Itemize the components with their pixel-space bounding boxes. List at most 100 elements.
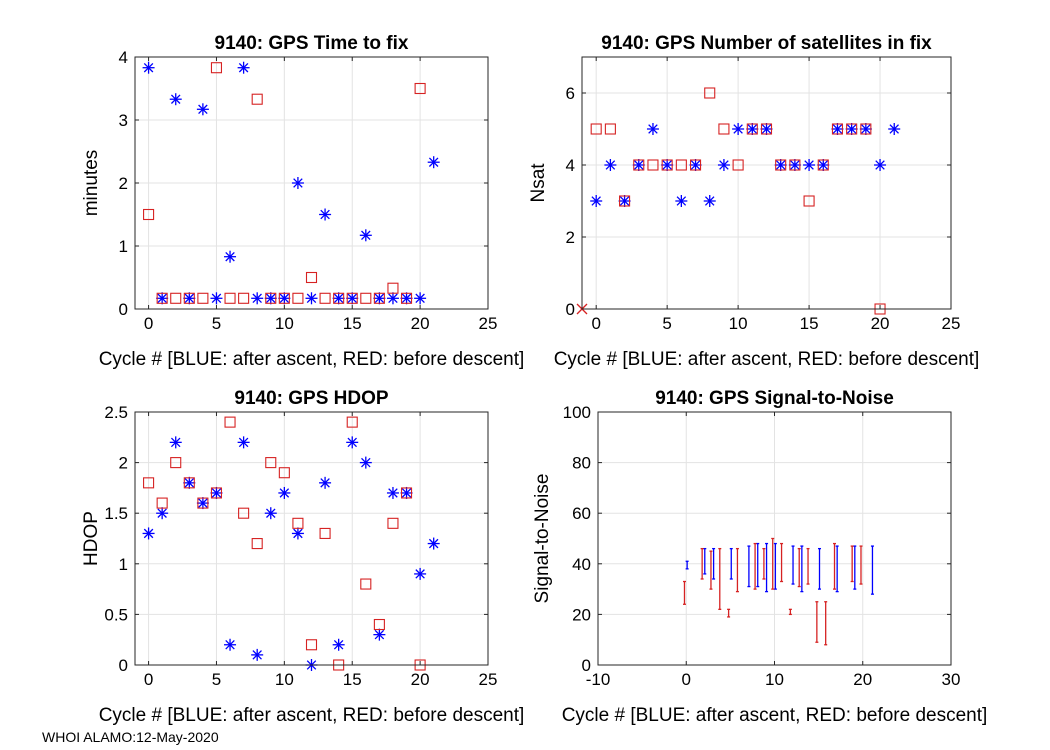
square-marker (373, 292, 385, 304)
asterisk-marker (332, 292, 345, 305)
errorbar-before-descent (859, 545, 863, 585)
square-marker (333, 292, 345, 304)
x-tick-label: 30 (942, 670, 961, 689)
asterisk-marker (156, 292, 169, 305)
square-marker (278, 467, 290, 479)
square-marker (170, 292, 182, 304)
errorbar-before-descent (815, 601, 819, 643)
chart-title: 9140: GPS Signal-to-Noise (655, 388, 894, 409)
asterisk-marker (618, 195, 631, 207)
square-marker (732, 159, 744, 171)
errorbar-after-ascent (765, 542, 769, 593)
square-marker (860, 123, 872, 135)
asterisk-marker (169, 436, 182, 449)
asterisk-marker (661, 159, 674, 171)
asterisk-marker (278, 292, 291, 305)
errorbar-before-descent (824, 601, 828, 646)
asterisk-marker (703, 195, 716, 207)
asterisk-marker (874, 159, 887, 171)
square-marker (604, 123, 616, 135)
asterisk-marker (386, 292, 399, 305)
asterisk-marker (400, 486, 413, 499)
square-marker (278, 292, 290, 304)
asterisk-marker (237, 436, 250, 449)
errorbar-before-descent (700, 547, 704, 580)
square-marker (251, 538, 263, 550)
x-tick-label: 25 (479, 314, 498, 333)
square-marker (746, 123, 758, 135)
square-marker (210, 62, 223, 74)
y-tick-label: 0 (119, 300, 128, 319)
square-marker (238, 292, 250, 304)
x-tick-label: 10 (729, 314, 748, 333)
square-marker (400, 292, 413, 304)
y-tick-label: 4 (119, 48, 128, 67)
square-marker (183, 292, 195, 304)
x-tick-label: 20 (853, 670, 872, 689)
footer-stamp: WHOI ALAMO:12-May-2020 (42, 729, 219, 745)
x-tick-label: 0 (144, 670, 153, 689)
asterisk-marker (359, 456, 372, 469)
x-tick-label: 5 (662, 314, 671, 333)
x-tick-label: 25 (479, 670, 498, 689)
y-tick-label: 0 (582, 656, 591, 675)
asterisk-marker (803, 159, 816, 171)
y-tick-label: 2 (119, 454, 128, 473)
asterisk-marker (305, 292, 318, 305)
chart-panel-1: 0 5 10 15 20 25 0 1 2 3 4 9140: GPS Time to fix Cycl… (81, 33, 524, 370)
x-tick-label: 15 (343, 670, 362, 689)
y-tick-label: 2 (119, 174, 128, 193)
asterisk-marker (427, 156, 440, 169)
y-tick-label: 2.5 (104, 403, 128, 422)
square-marker (265, 292, 277, 304)
errorbar-after-ascent (756, 542, 760, 588)
square-marker (831, 123, 844, 135)
square-marker (251, 93, 263, 105)
x-axis-label: Cycle # [BLUE: after ascent, RED: before… (554, 349, 980, 370)
axes-box (134, 411, 489, 666)
errorbar-before-descent (806, 547, 810, 585)
chart-panel-2: 0 5 10 15 20 25 0 2 4 6 9140: GPS Number of satell… (528, 33, 979, 370)
errorbar-before-descent (788, 608, 792, 616)
errorbar-after-ascent (703, 547, 707, 575)
asterisk-marker (196, 103, 209, 116)
y-tick-label: 80 (572, 454, 591, 473)
asterisk-marker (604, 159, 617, 171)
errorbar-after-ascent (791, 545, 795, 585)
chart-title: 9140: GPS HDOP (234, 388, 388, 409)
asterisk-marker (264, 292, 277, 305)
plot-area (582, 57, 951, 309)
square-marker (387, 517, 399, 529)
y-axis-label: HDOP (81, 511, 102, 566)
y-axis-label: Signal-to-Noise (532, 474, 553, 604)
y-tick-label: 1 (119, 555, 128, 574)
square-marker (689, 159, 702, 171)
square-marker (400, 487, 413, 499)
asterisk-marker (717, 159, 730, 171)
y-tick-label: 60 (572, 504, 591, 523)
y-tick-label: 40 (572, 555, 591, 574)
square-marker (305, 639, 318, 651)
y-tick-label: 4 (566, 156, 575, 175)
asterisk-marker (251, 648, 264, 661)
square-marker (197, 497, 209, 509)
square-marker (846, 123, 858, 135)
errorbar-before-descent (753, 542, 757, 590)
square-marker (619, 195, 631, 207)
y-axis-label: Nsat (528, 163, 549, 203)
asterisk-marker (251, 292, 264, 305)
square-marker (661, 159, 673, 171)
square-marker (647, 159, 659, 171)
x-tick-label: 10 (275, 670, 294, 689)
y-tick-label: 1 (119, 237, 128, 256)
square-marker (704, 87, 716, 99)
square-marker (238, 507, 250, 519)
y-tick-label: 2 (566, 228, 575, 247)
asterisk-marker (346, 292, 359, 305)
square-marker (803, 195, 815, 207)
square-marker (292, 517, 304, 529)
asterisk-marker (237, 61, 250, 74)
